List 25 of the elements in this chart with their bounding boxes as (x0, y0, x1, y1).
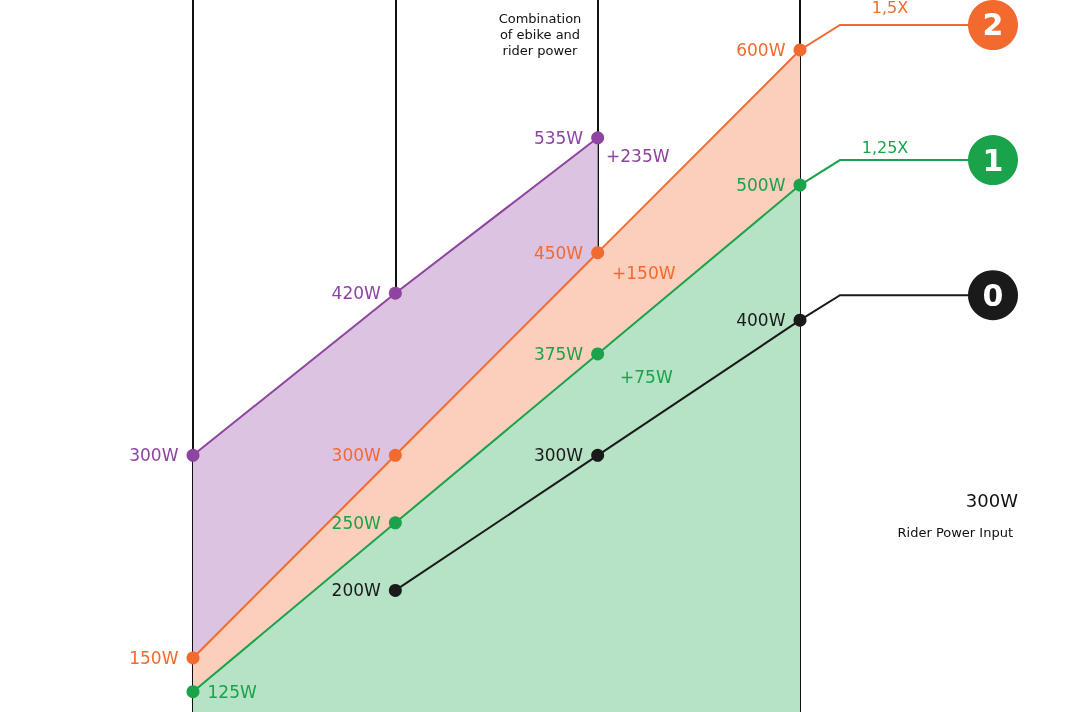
annotation: +150W (612, 263, 676, 283)
text: 300W (965, 490, 1019, 511)
text: 1 (982, 142, 1004, 178)
data-label: 375W (533, 343, 584, 364)
data-label: 125W (207, 681, 257, 702)
data-label: 500W (736, 175, 786, 196)
annotation: Rider Power Input (897, 524, 1013, 540)
data-label: 250W (331, 512, 382, 533)
data-label: 420W (331, 283, 382, 304)
data-label: 300W (533, 445, 584, 466)
data-label: 150W (129, 647, 179, 668)
annotation: 1,5X (871, 0, 909, 17)
data-label: 200W (331, 580, 382, 601)
annotation: Combination of ebike and rider power (498, 10, 582, 58)
text: 0 (982, 277, 1004, 313)
annotation: +235W (606, 146, 670, 166)
data-label: 300W (129, 445, 179, 466)
annotation: 1,25X (861, 138, 909, 157)
data-label: 450W (533, 242, 584, 263)
text: 2 (982, 7, 1004, 43)
data-label: 400W (736, 310, 786, 331)
data-label: 300W (331, 445, 382, 466)
data-label: 535W (533, 127, 584, 148)
data-label: 600W (736, 39, 786, 60)
annotation: +75W (620, 367, 673, 387)
